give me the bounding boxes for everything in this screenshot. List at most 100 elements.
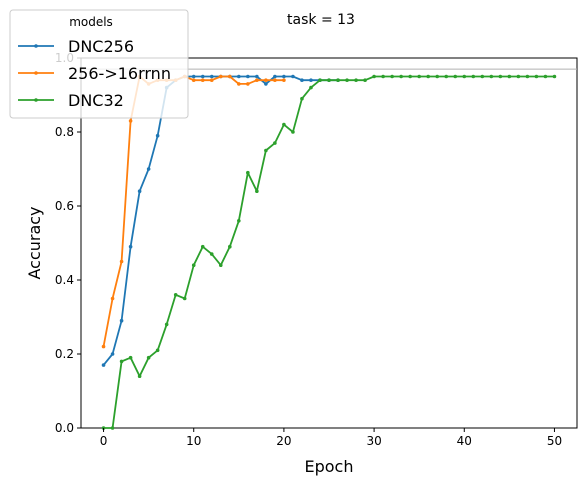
data-point	[209, 252, 214, 256]
data-point	[516, 74, 521, 79]
data-point	[507, 74, 512, 79]
data-point	[155, 133, 160, 138]
data-point	[146, 167, 151, 171]
data-point	[399, 74, 403, 79]
x-tick-label: 30	[366, 434, 381, 448]
data-point	[182, 296, 187, 301]
data-point	[128, 119, 133, 123]
data-point	[282, 74, 286, 79]
x-tick-label: 40	[457, 434, 472, 448]
data-point	[164, 322, 169, 327]
data-point	[110, 296, 115, 301]
y-tick-label: 0.2	[55, 347, 74, 361]
data-point	[525, 74, 530, 79]
legend-box	[9, 9, 189, 119]
data-point	[552, 74, 557, 79]
data-point	[426, 74, 431, 79]
chart-title: task = 13	[287, 12, 355, 28]
y-tick-label: 0.4	[55, 273, 74, 287]
data-point	[137, 189, 142, 193]
series-0	[101, 74, 340, 367]
data-point	[327, 78, 331, 82]
data-point	[246, 82, 250, 86]
data-point	[453, 74, 458, 79]
data-point	[246, 170, 250, 175]
y-tick-label: 0.8	[55, 125, 74, 139]
data-point	[200, 244, 205, 249]
data-point	[191, 78, 196, 82]
data-point	[291, 74, 295, 79]
data-point	[264, 148, 268, 153]
data-point	[128, 244, 133, 249]
data-point	[137, 374, 142, 379]
data-point	[381, 74, 385, 79]
legend-entry: DNC256	[18, 37, 134, 56]
data-point	[228, 244, 232, 249]
data-point	[218, 74, 223, 79]
plot-area	[80, 57, 578, 430]
data-point	[191, 263, 196, 268]
data-point	[110, 352, 115, 356]
legend-label: DNC32	[68, 91, 124, 110]
data-point	[237, 219, 241, 223]
data-point	[372, 74, 376, 79]
data-point	[255, 78, 259, 82]
data-point	[354, 78, 358, 82]
data-point	[173, 293, 178, 297]
data-point	[155, 348, 160, 353]
series-layer	[101, 74, 557, 430]
data-point	[119, 318, 124, 323]
data-point	[200, 74, 205, 79]
y-tick-label: 0.0	[55, 421, 74, 435]
data-point	[363, 78, 367, 82]
data-point	[390, 74, 394, 79]
y-tick-label: 0.6	[55, 199, 74, 213]
y-axis-label: Accuracy	[25, 206, 44, 279]
x-tick-label: 10	[186, 434, 201, 448]
data-point	[237, 82, 241, 86]
x-tick-label: 0	[100, 434, 108, 448]
data-point	[264, 82, 268, 86]
data-point	[291, 130, 295, 134]
data-point	[209, 78, 214, 82]
x-tick-label: 50	[547, 434, 562, 448]
legend-marker	[34, 71, 38, 75]
data-point	[300, 96, 304, 101]
data-point	[101, 363, 106, 367]
legend-entry: DNC32	[18, 91, 124, 110]
data-point	[318, 78, 322, 82]
x-tick-label: 20	[276, 434, 291, 448]
data-point	[273, 78, 277, 82]
data-point	[128, 355, 133, 360]
data-point	[246, 74, 250, 79]
data-point	[273, 141, 277, 145]
data-point	[444, 74, 449, 79]
series-2	[101, 74, 557, 430]
data-point	[209, 74, 214, 79]
data-point	[273, 74, 277, 79]
data-point	[110, 426, 115, 430]
data-point	[336, 78, 340, 82]
data-point	[282, 122, 286, 127]
data-point	[309, 85, 313, 90]
data-point	[146, 355, 151, 360]
legend-entry: 256->16rrnn	[18, 64, 171, 83]
data-point	[255, 74, 259, 79]
data-point	[417, 74, 421, 79]
data-point	[237, 74, 241, 79]
x-axis: 0 10 20 30 40 50	[100, 428, 562, 448]
data-point	[408, 74, 412, 79]
data-point	[282, 78, 286, 82]
legend-title: models	[69, 15, 113, 29]
data-point	[255, 189, 259, 193]
legend-entries: DNC256 256->16rrnn DNC32	[18, 37, 171, 110]
series-line	[103, 75, 555, 429]
legend-marker	[34, 44, 38, 48]
data-point	[191, 74, 196, 79]
x-axis-label: Epoch	[305, 457, 354, 476]
data-point	[489, 74, 494, 79]
data-point	[543, 74, 548, 79]
legend: models DNC256 256->16rrnn DNC32	[9, 9, 189, 119]
data-point	[435, 74, 440, 79]
